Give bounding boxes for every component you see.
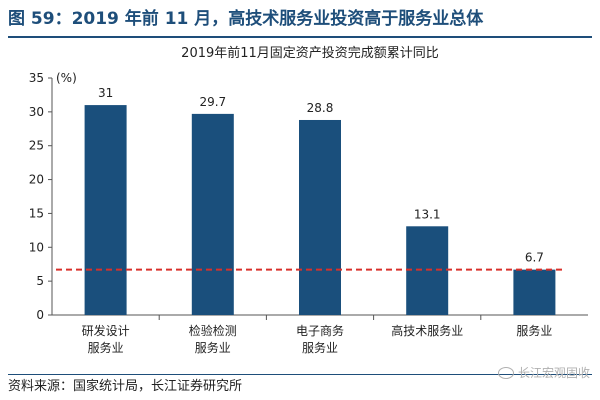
y-tick-label: 35 xyxy=(29,71,44,85)
source-note: 资料来源：国家统计局，长江证券研究所 xyxy=(8,379,243,394)
bar xyxy=(406,226,449,315)
bar xyxy=(84,105,127,315)
watermark-text: 长江宏观固收 xyxy=(517,366,590,380)
y-tick-label: 25 xyxy=(29,139,44,153)
figure-title: 图 59：2019 年前 11 月，高技术服务业投资高于服务业总体 xyxy=(8,9,484,29)
category-label: 检验检测 xyxy=(189,323,237,338)
category-label: 电子商务 xyxy=(296,323,344,338)
y-tick-label: 30 xyxy=(29,105,44,119)
data-label: 31 xyxy=(98,86,113,100)
data-label: 28.8 xyxy=(307,101,334,115)
category-label: 服务业 xyxy=(302,340,338,355)
y-unit-label: (%) xyxy=(56,71,77,85)
data-label: 6.7 xyxy=(525,251,544,265)
category-label: 服务业 xyxy=(195,340,231,355)
y-tick-label: 0 xyxy=(36,308,44,322)
y-tick-label: 20 xyxy=(29,173,44,187)
wechat-icon xyxy=(497,366,514,379)
data-label: 29.7 xyxy=(199,95,226,109)
y-tick-label: 15 xyxy=(29,206,44,220)
category-label: 服务业 xyxy=(88,340,124,355)
watermark: 长江宏观固收 xyxy=(497,364,590,381)
y-tick-label: 10 xyxy=(29,240,44,254)
bar xyxy=(299,119,341,316)
bar xyxy=(513,269,556,315)
category-label: 服务业 xyxy=(516,323,552,338)
title-rule xyxy=(8,36,592,38)
chart-title: 2019年前11月固定资产投资完成额累计同比 xyxy=(181,46,439,61)
category-label: 研发设计 xyxy=(82,323,130,338)
y-tick-label: 5 xyxy=(36,274,44,288)
category-label: 高技术服务业 xyxy=(391,323,463,338)
bottom-rule xyxy=(8,374,592,375)
bar xyxy=(191,113,234,315)
data-label: 13.1 xyxy=(414,207,441,221)
